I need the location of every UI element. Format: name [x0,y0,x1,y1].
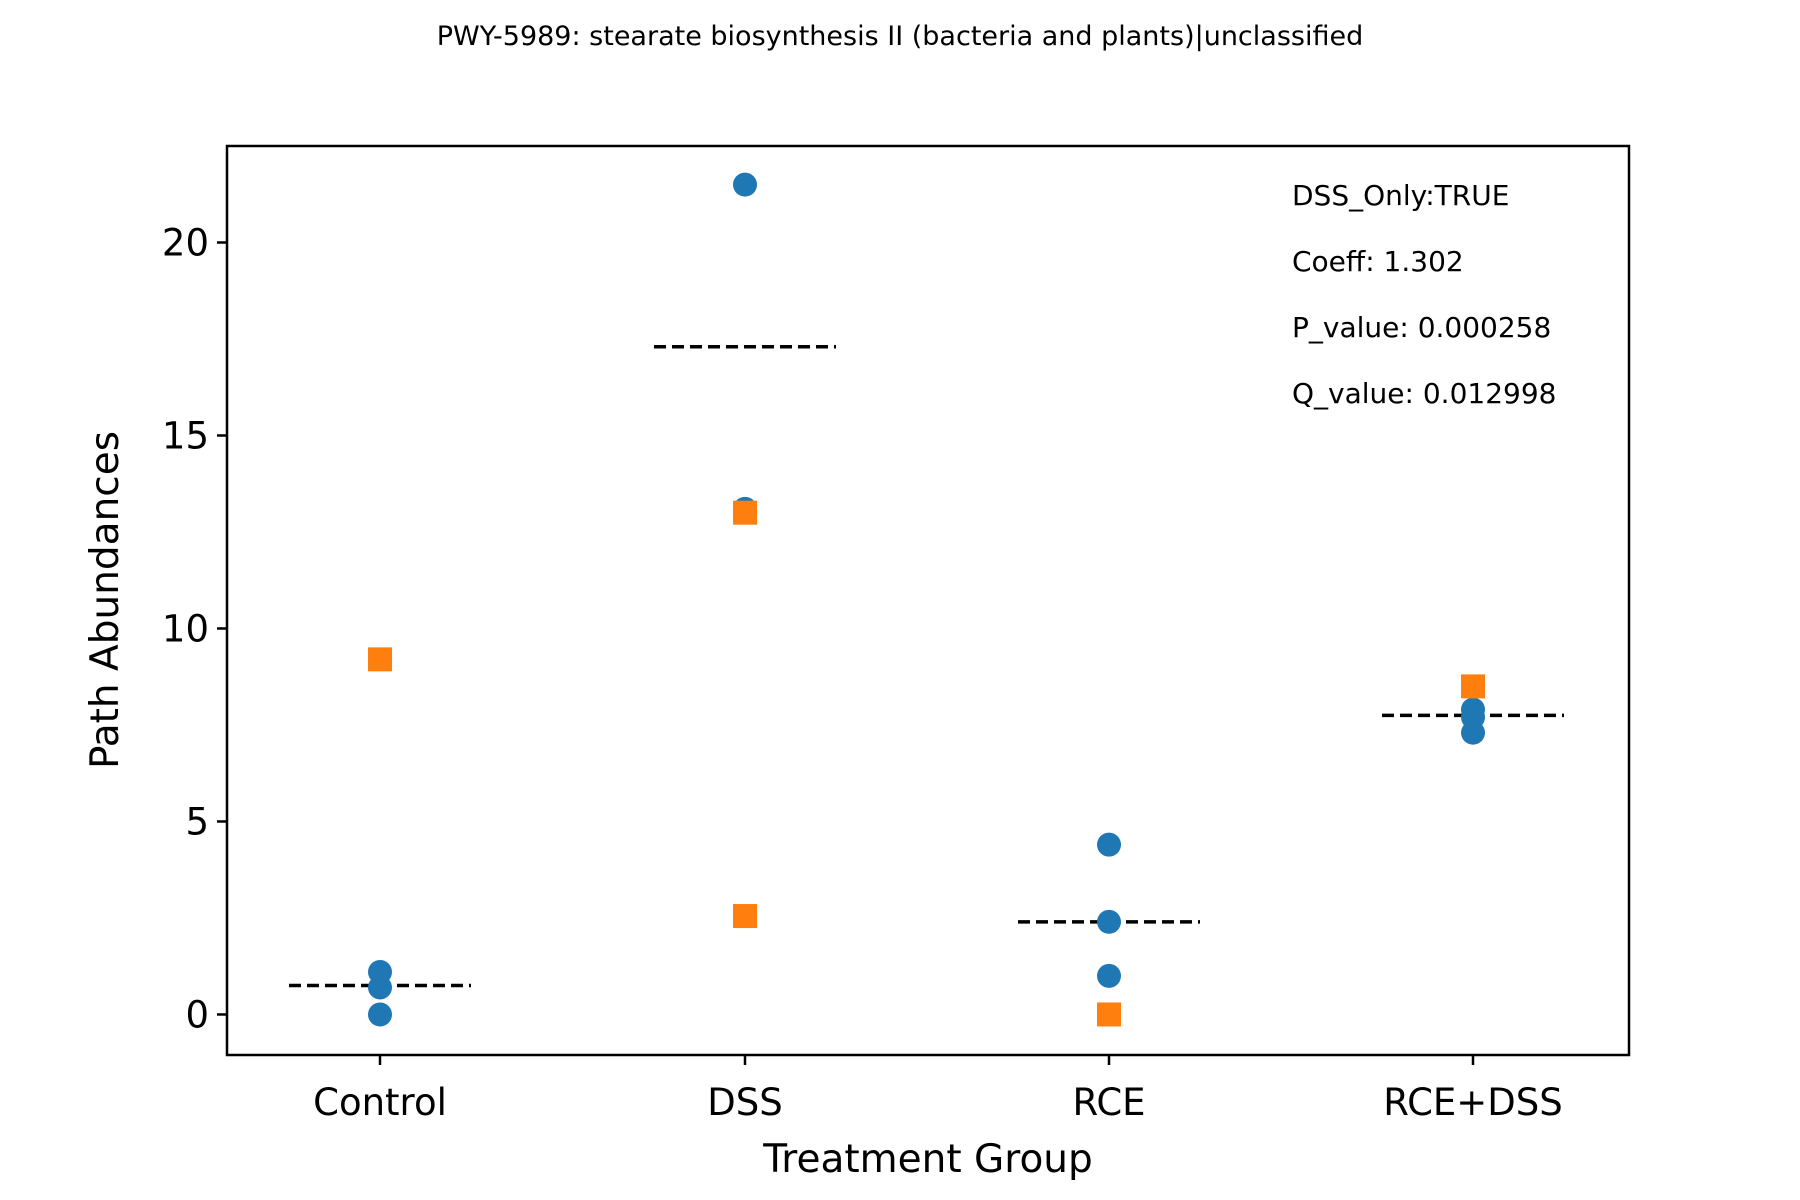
y-axis-label: Path Abundances [83,431,128,769]
data-point-square [1097,1002,1121,1027]
stat-annotation: Q_value: 0.012998 [1292,377,1556,410]
data-point-circle [368,975,392,1000]
y-tick-label: 20 [162,221,209,264]
x-tick-label: RCE+DSS [1383,1081,1563,1124]
plot-area-frame [225,144,1631,1057]
chart-title: PWY-5989: stearate biosynthesis II (bact… [437,21,1363,52]
stat-annotation: Coeff: 1.302 [1292,245,1464,278]
y-tick-label: 10 [162,607,209,650]
data-point-circle [368,1002,392,1027]
y-tick-label: 0 [185,993,209,1036]
data-point-square [733,904,757,929]
stat-annotation: P_value: 0.000258 [1292,311,1551,344]
y-tick-label: 15 [162,414,209,457]
data-point-circle [1097,963,1121,988]
data-point-circle [1097,832,1121,857]
x-tick-label: DSS [707,1081,782,1124]
data-point-circle [733,172,757,197]
data-point-circle [1097,909,1121,934]
data-point-square [733,500,757,525]
x-tick-label: Control [313,1081,447,1124]
data-point-square [1461,674,1485,699]
x-axis-label: Treatment Group [762,1137,1093,1182]
data-point-circle [1461,720,1485,745]
y-tick-label: 5 [185,800,209,843]
stat-annotation: DSS_Only:TRUE [1292,179,1509,212]
data-point-square [368,647,392,672]
x-tick-label: RCE [1072,1081,1145,1124]
